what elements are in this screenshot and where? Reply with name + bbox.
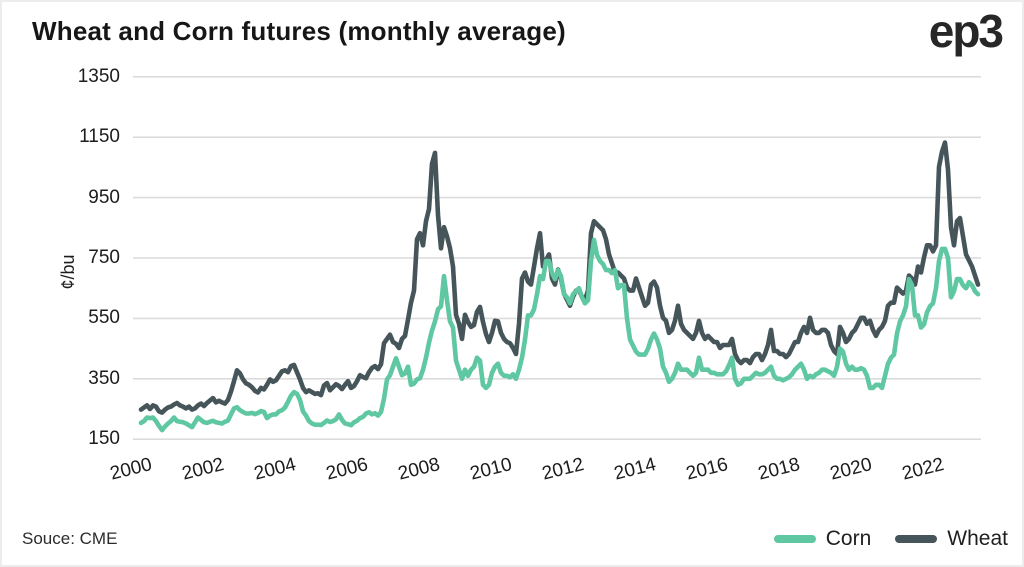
chart-title: Wheat and Corn futures (monthly average): [32, 16, 566, 46]
wheat-legend-swatch: [895, 535, 938, 543]
y-tick-350: 350: [88, 367, 120, 389]
ep3-logo: ep3: [928, 5, 1004, 57]
y-tick-1350: 1350: [77, 65, 120, 87]
y-tick-950: 950: [88, 186, 120, 208]
corn-line-series: [138, 237, 981, 433]
source-note: Souce: CME: [22, 529, 118, 548]
corn-legend-swatch: [773, 535, 816, 543]
wheat-legend-label: Wheat: [947, 527, 1008, 550]
corn-legend-label: Corn: [825, 527, 872, 550]
legend: Corn Wheat: [773, 527, 1008, 551]
y-tick-750: 750: [88, 247, 120, 268]
y-tick-1150: 1150: [79, 126, 120, 148]
y-tick-150: 150: [88, 428, 120, 450]
y-tick-550: 550: [88, 307, 120, 329]
